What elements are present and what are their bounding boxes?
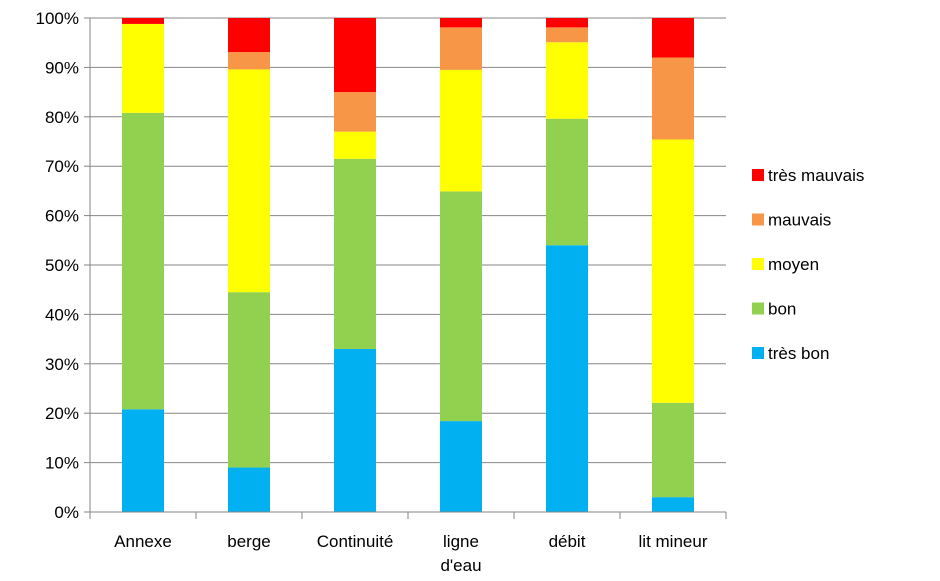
- bar-segment: [652, 402, 694, 498]
- legend-item: mauvais: [752, 211, 831, 230]
- legend-label: bon: [768, 300, 796, 319]
- bar-segment: [546, 27, 588, 43]
- bar-segment: [228, 18, 270, 53]
- legend-swatch: [752, 347, 764, 359]
- bar-segment: [440, 27, 482, 70]
- bar-segment: [334, 348, 376, 512]
- bar-segment: [334, 158, 376, 349]
- x-category-label: lit mineur: [639, 532, 708, 551]
- y-tick-label: 70%: [45, 157, 79, 176]
- bar-segment: [440, 421, 482, 512]
- x-category-label: Annexe: [114, 532, 172, 551]
- x-category-label: d'eau: [440, 556, 481, 575]
- y-tick-label: 80%: [45, 108, 79, 127]
- bar-segment: [228, 467, 270, 512]
- y-tick-label: 90%: [45, 58, 79, 77]
- bar-segment: [440, 69, 482, 192]
- x-category-label: berge: [227, 532, 270, 551]
- x-category-label: ligne: [443, 532, 479, 551]
- legend-item: bon: [752, 300, 796, 319]
- bar-segment: [334, 18, 376, 93]
- x-axis-category-labels: Annexe berge Continuité ligne d'eau débit lit …: [114, 532, 708, 575]
- y-tick-label: 0%: [54, 503, 79, 522]
- y-axis-tick-labels: 0% 10% 20% 30% 40% 50% 60% 70% 80% 90% 100%: [36, 9, 79, 522]
- bar-segment: [546, 118, 588, 246]
- bar-segment: [652, 497, 694, 512]
- y-tick-label: 10%: [45, 454, 79, 473]
- bar-segment: [546, 245, 588, 513]
- legend-label: moyen: [768, 255, 819, 274]
- y-tick-label: 20%: [45, 404, 79, 423]
- legend-swatch: [752, 213, 764, 226]
- axes: [84, 17, 727, 519]
- bar-segment: [546, 18, 588, 28]
- bar-segment: [228, 52, 270, 70]
- legend-item: très mauvais: [752, 166, 864, 185]
- y-tick-label: 60%: [45, 207, 79, 226]
- bars: [122, 18, 694, 513]
- bar-segment: [122, 23, 164, 113]
- legend-swatch: [752, 169, 764, 181]
- gridlines: [90, 17, 726, 464]
- legend-swatch: [752, 258, 764, 270]
- y-tick-label: 50%: [45, 256, 79, 275]
- bar-segment: [440, 18, 482, 28]
- y-tick-label: 40%: [45, 305, 79, 324]
- bar-segment: [652, 57, 694, 140]
- bar-segment: [652, 139, 694, 403]
- legend-item: très bon: [752, 344, 829, 363]
- bar-segment: [122, 409, 164, 512]
- bar-segment: [122, 18, 164, 24]
- bar-segment: [334, 92, 376, 132]
- bar-segment: [228, 292, 270, 468]
- bar-segment: [228, 69, 270, 293]
- legend: très mauvais mauvais moyen bon très bon: [752, 166, 864, 363]
- legend-label: mauvais: [768, 211, 831, 230]
- bar-segment: [546, 42, 588, 119]
- y-tick-label: 30%: [45, 355, 79, 374]
- bar-segment: [652, 18, 694, 58]
- x-category-label: débit: [549, 532, 586, 551]
- legend-swatch: [752, 302, 764, 315]
- legend-label: très mauvais: [768, 166, 864, 185]
- legend-label: très bon: [768, 344, 829, 363]
- bar-segment: [440, 191, 482, 422]
- legend-item: moyen: [752, 255, 819, 274]
- y-tick-label: 100%: [36, 9, 79, 28]
- x-category-label: Continuité: [317, 532, 394, 551]
- bar-segment: [122, 112, 164, 410]
